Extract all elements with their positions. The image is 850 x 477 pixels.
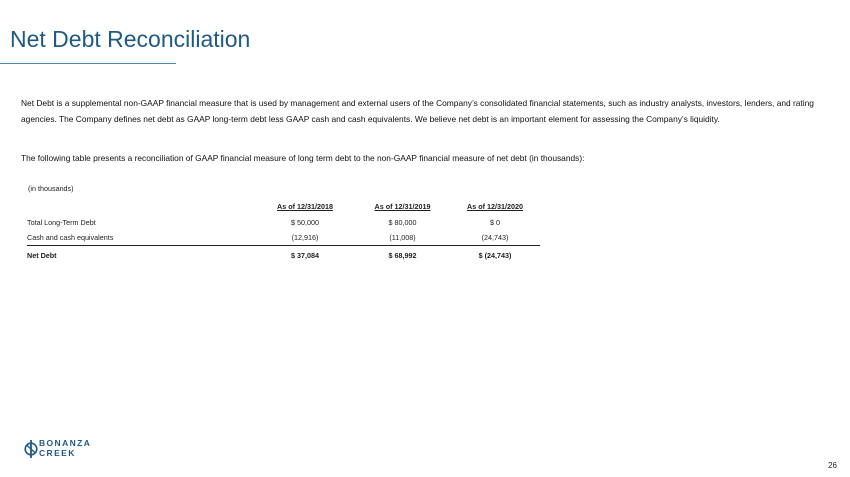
cell-value: $ 0 <box>490 218 500 227</box>
cell-value: $ 37,084 <box>291 251 319 260</box>
table-total-row: Net Debt $ 37,084 $ 68,992 $ (24,743) <box>27 246 540 266</box>
net-debt-table: As of 12/31/2018 As of 12/31/2019 As of … <box>27 198 540 265</box>
table-units-label: (in thousands) <box>28 184 74 193</box>
logo-wordmark: BONANZA CREEK <box>39 438 92 458</box>
row-label: Net Debt <box>27 251 57 260</box>
header-2020: As of 12/31/2020 <box>467 202 523 211</box>
header-2018: As of 12/31/2018 <box>277 202 333 211</box>
page-title: Net Debt Reconciliation <box>10 26 251 52</box>
table-header-row: As of 12/31/2018 As of 12/31/2019 As of … <box>27 198 540 215</box>
bonanza-creek-logo: BONANZA CREEK <box>24 438 92 460</box>
row-label: Total Long-Term Debt <box>27 218 96 227</box>
cell-value: (12,916) <box>255 230 355 246</box>
header-label-column <box>27 198 255 215</box>
cell-value: $ 68,992 <box>388 251 417 260</box>
net-debt-definition-paragraph: Net Debt is a supplemental non-GAAP fina… <box>21 98 814 124</box>
row-label: Cash and cash equivalents <box>27 230 255 246</box>
page-number: 26 <box>828 461 837 470</box>
cell-value: $ 80,000 <box>388 218 417 227</box>
header-2019: As of 12/31/2019 <box>374 202 431 211</box>
cell-value: $ 50,000 <box>291 218 319 227</box>
title-underline <box>0 63 176 64</box>
cell-value: (24,743) <box>450 230 540 246</box>
table-intro-paragraph: The following table presents a reconcili… <box>21 153 585 163</box>
logo-text-line2: CREEK <box>39 447 76 458</box>
cell-value: (11,008) <box>355 230 450 246</box>
cell-value: $ (24,743) <box>478 251 512 260</box>
table-row: Cash and cash equivalents (12,916) (11,0… <box>27 230 540 246</box>
table-row: Total Long-Term Debt $ 50,000 $ 80,000 $… <box>27 215 540 230</box>
logo-text-line1: BONANZA <box>39 438 92 448</box>
logo-mark-icon <box>24 440 38 458</box>
